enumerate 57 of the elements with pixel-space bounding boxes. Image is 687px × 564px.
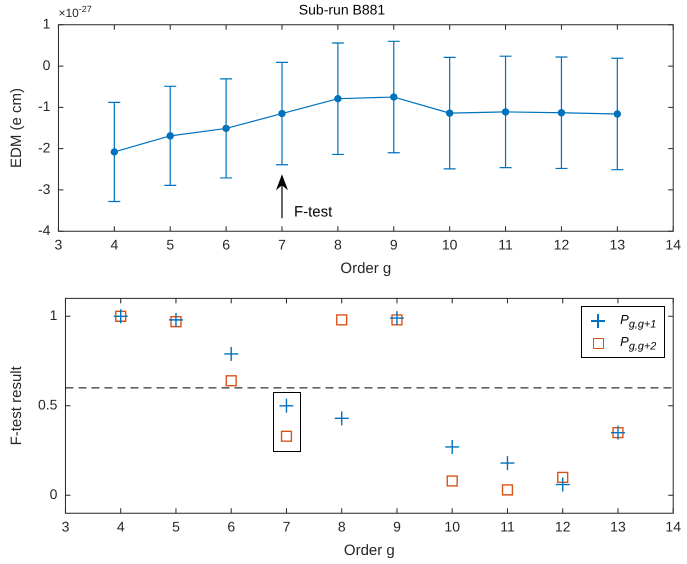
x-tick-label: 10	[444, 518, 460, 534]
point	[502, 484, 514, 496]
y-tick-label: 1	[50, 307, 58, 324]
x-tick-label: 8	[334, 236, 342, 252]
legend-label: P$_{g,g+1}$	[620, 312, 656, 331]
x-tick-label: 12	[554, 236, 570, 252]
x-tick-label: 7	[282, 518, 291, 534]
x-tick-label: 11	[500, 518, 515, 534]
x-axis-title: Order g	[344, 542, 395, 560]
point	[170, 316, 182, 328]
x-tick-label: 9	[390, 236, 398, 252]
point	[334, 410, 350, 426]
point	[280, 430, 292, 442]
x-tick-label: 5	[166, 236, 174, 252]
y-tick-label: 0	[42, 56, 51, 73]
annotation: F-test	[294, 203, 334, 220]
x-tick-label: 14	[665, 518, 682, 534]
x-tick-label: 7	[278, 236, 286, 252]
x-tick-label: 4	[116, 518, 125, 534]
x-tick-label: 10	[442, 236, 458, 252]
y-tick-label: -1	[38, 98, 51, 114]
x-tick-label: 3	[62, 518, 70, 534]
y-tick-label: -4	[38, 222, 51, 238]
point	[446, 475, 458, 487]
x-tick-label: 11	[498, 236, 514, 252]
y-tick-label: 0.5	[38, 396, 58, 413]
point	[336, 314, 348, 326]
x-tick-label: 14	[665, 236, 682, 252]
y-tick-label: -3	[38, 180, 51, 197]
x-tick-label: 5	[172, 518, 180, 534]
x-tick-label: 4	[110, 236, 118, 252]
point	[389, 310, 405, 326]
x-tick-label: 6	[227, 518, 236, 534]
point	[278, 398, 294, 414]
y-axis-title: EDM (e cm)	[8, 88, 26, 168]
x-tick-label: 13	[610, 236, 626, 252]
legend-label: P$_{g,g+2}$	[620, 334, 656, 353]
point	[224, 346, 239, 362]
chart-title: Sub-run B881	[298, 1, 386, 18]
x-tick-label: 13	[610, 518, 626, 534]
x-tick-label: 6	[222, 236, 230, 252]
point	[226, 375, 237, 386]
y-tick-label: 1	[42, 16, 51, 32]
point	[391, 314, 403, 326]
point	[557, 472, 568, 484]
x-tick-label: 9	[393, 518, 402, 534]
y-tick-label: 0	[50, 486, 58, 502]
x-tick-label: 3	[54, 236, 63, 252]
point	[168, 312, 184, 328]
x-axis-title: Order g	[340, 260, 392, 278]
y-tick-label: -2	[38, 140, 51, 156]
point	[500, 455, 516, 471]
x-tick-label: 8	[338, 518, 346, 534]
x-tick-label: 12	[554, 518, 571, 534]
y-axis-title: F-test result	[8, 365, 26, 446]
point	[555, 476, 570, 492]
point	[444, 439, 460, 455]
